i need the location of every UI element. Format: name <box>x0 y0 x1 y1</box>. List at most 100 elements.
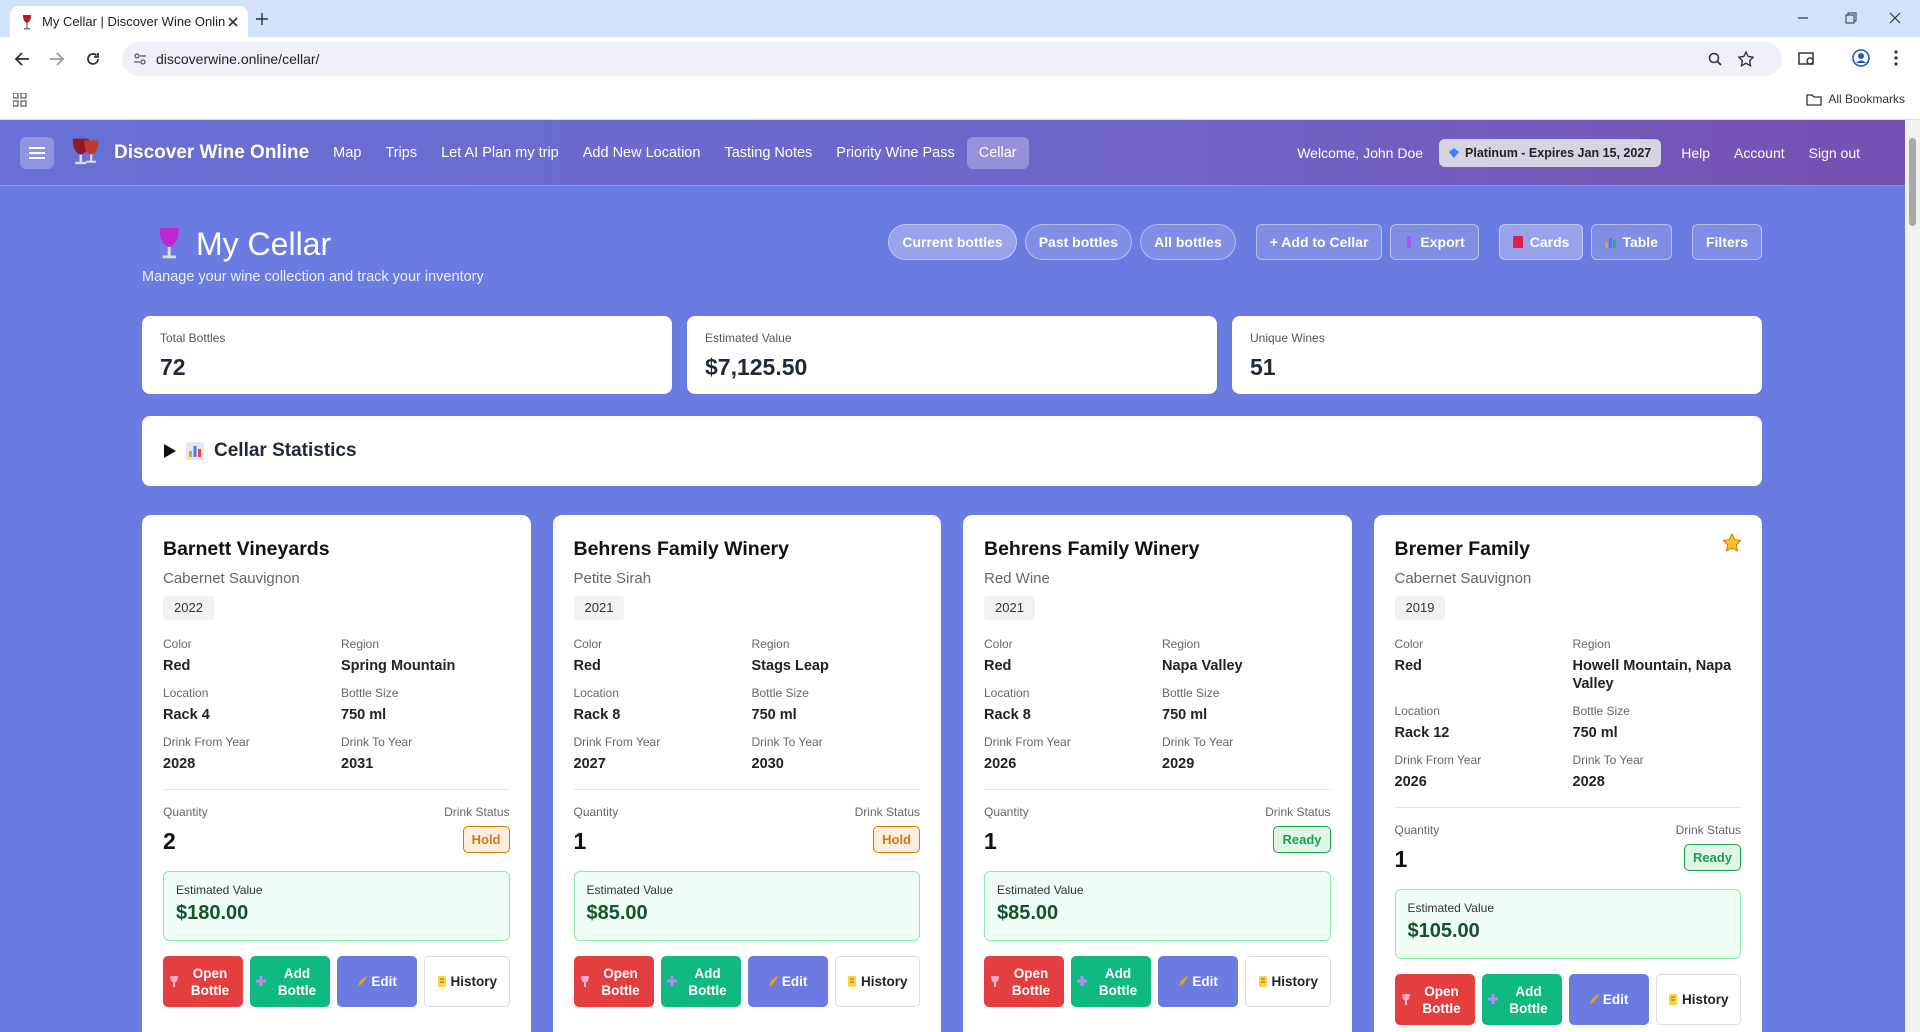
tab-close[interactable] <box>228 16 238 27</box>
filter-button[interactable]: Past bottles <box>1024 224 1133 260</box>
nav-link[interactable]: Priority Wine Pass <box>836 144 955 161</box>
winery: Bremer Family <box>1394 538 1530 560</box>
field: Color Red <box>574 626 752 675</box>
zoom[interactable] <box>1708 52 1722 66</box>
nav-link[interactable]: Tasting Notes <box>724 144 813 161</box>
view-button[interactable]: Cards <box>1498 224 1584 260</box>
card-button[interactable]: Edit <box>337 956 418 1007</box>
nav-link[interactable]: Map <box>333 144 362 161</box>
field-label: Drink From Year <box>984 735 1071 749</box>
nav-link[interactable]: Help <box>1681 144 1711 161</box>
action-button[interactable]: + Add to Cellar <box>1255 224 1383 260</box>
field: Drink From Year 2026 <box>984 724 1162 773</box>
close-window[interactable] <box>1889 12 1901 24</box>
card-button[interactable]: Add Bottle <box>1071 956 1152 1007</box>
nav-link[interactable]: Add New Location <box>582 144 701 161</box>
button-icon <box>256 976 267 987</box>
profile[interactable] <box>1852 49 1870 67</box>
field-value: Napa Valley <box>1162 658 1243 674</box>
restore[interactable] <box>1845 12 1857 24</box>
filter-button[interactable]: Current bottles <box>888 224 1017 260</box>
view-icon-svg <box>1605 238 1617 248</box>
card-button[interactable]: Add Bottle <box>250 956 331 1007</box>
button-icon <box>1178 976 1189 987</box>
card-button[interactable]: Open Bottle <box>984 956 1065 1007</box>
value-amount: $180.00 <box>176 902 249 924</box>
nav-link[interactable]: Sign out <box>1808 144 1860 161</box>
gem <box>1449 147 1460 158</box>
site-nav: Discover Wine Online Map Trips Let AI Plan … <box>0 120 1905 186</box>
card-button[interactable]: Add Bottle <box>660 956 741 1007</box>
nav-link[interactable]: Let AI Plan my trip <box>441 144 559 161</box>
card-button[interactable]: Open Bottle <box>1394 974 1475 1025</box>
filter-button[interactable]: All bottles <box>1140 224 1236 260</box>
value-label: Estimated Value <box>176 883 263 897</box>
membership-badge[interactable]: Platinum - Expires Jan 15, 2027 <box>1439 138 1662 167</box>
field-value: 750 ml <box>341 707 387 723</box>
action-button[interactable]: Export <box>1390 224 1479 260</box>
card-button[interactable]: Open Bottle <box>573 956 654 1007</box>
bookmark-star[interactable] <box>1738 51 1754 67</box>
header-buttons: Current bottles Past bottles All bottles + … <box>888 224 1762 260</box>
card-button[interactable]: Edit <box>1158 956 1239 1007</box>
nav-link[interactable]: Account <box>1734 144 1785 161</box>
menu-button[interactable] <box>20 136 54 169</box>
details: Color Red Region Howell Mountain, Napa Vall… <box>1395 626 1742 791</box>
button-icon <box>666 976 677 987</box>
field-label: Bottle Size <box>1572 704 1630 718</box>
tab-search[interactable] <box>1798 51 1816 67</box>
card-button[interactable]: Open Bottle <box>163 956 244 1007</box>
view-button[interactable]: Table <box>1591 224 1672 260</box>
minimize[interactable] <box>1797 12 1809 24</box>
forward[interactable] <box>49 51 65 67</box>
statistics-panel[interactable]: Cellar Statistics <box>142 416 1762 486</box>
winery: Barnett Vineyards <box>163 538 330 560</box>
badge-text: Platinum - Expires Jan 15, 2027 <box>1465 145 1652 160</box>
card-button[interactable]: History <box>1245 956 1331 1007</box>
back[interactable] <box>14 51 30 67</box>
nav-link[interactable]: Cellar <box>966 136 1029 169</box>
filters-button[interactable]: Filters <box>1691 224 1762 260</box>
nav-link[interactable]: Trips <box>385 144 418 161</box>
brand[interactable]: Discover Wine Online <box>114 141 310 163</box>
card-button[interactable]: Add Bottle <box>1481 974 1562 1025</box>
card-button[interactable]: History <box>834 956 921 1007</box>
hamburger <box>29 146 45 159</box>
card-buttons: Open Bottle Add Bottle Edit History <box>984 956 1331 1007</box>
vintage: 2021 <box>984 596 1035 620</box>
status-pill: Ready <box>1273 826 1331 853</box>
card-button[interactable]: Edit <box>1568 974 1649 1025</box>
card-button[interactable]: Edit <box>747 956 828 1007</box>
all-bookmarks[interactable]: All Bookmarks <box>1828 92 1905 106</box>
field-label: Drink To Year <box>1572 753 1644 767</box>
new-tab[interactable] <box>256 13 268 25</box>
button-icon-svg <box>1179 976 1189 986</box>
button-label: Cards <box>1529 234 1570 250</box>
card-buttons: Open Bottle Add Bottle Edit History <box>573 956 921 1007</box>
value-amount: $105.00 <box>1407 920 1480 942</box>
reload[interactable] <box>85 51 101 67</box>
field-label: Drink From Year <box>1394 753 1482 767</box>
drink-status: Drink Status Ready <box>1676 822 1741 873</box>
estimated-value: Estimated Value $105.00 <box>1394 889 1741 959</box>
apps[interactable] <box>13 93 27 107</box>
button-label: Open Bottle <box>601 965 640 998</box>
card-button[interactable]: History <box>424 956 510 1007</box>
field: Drink To Year 2029 <box>1162 724 1331 773</box>
card-buttons: Open Bottle Add Bottle Edit History <box>1394 974 1742 1025</box>
value-amount: $85.00 <box>997 902 1059 924</box>
vintage: 2022 <box>163 596 214 620</box>
vintage: 2019 <box>1394 596 1446 620</box>
menu[interactable] <box>1893 50 1899 66</box>
card-button[interactable]: History <box>1655 974 1742 1025</box>
stat-value: 51 <box>1250 354 1276 380</box>
button-label: Add Bottle <box>1098 965 1138 998</box>
status-label: Drink Status <box>1265 805 1331 819</box>
site-info[interactable] <box>134 53 146 65</box>
scroll-thumb[interactable] <box>1909 138 1916 226</box>
url-field[interactable]: discoverwine.online/cellar/ <box>122 42 1782 76</box>
field-label: Location <box>1394 704 1440 718</box>
button-label: Open Bottle <box>1011 965 1051 998</box>
varietal: Cabernet Sauvignon <box>1394 570 1532 587</box>
tab[interactable]: My Cellar | Discover Wine Onlin <box>10 6 248 37</box>
